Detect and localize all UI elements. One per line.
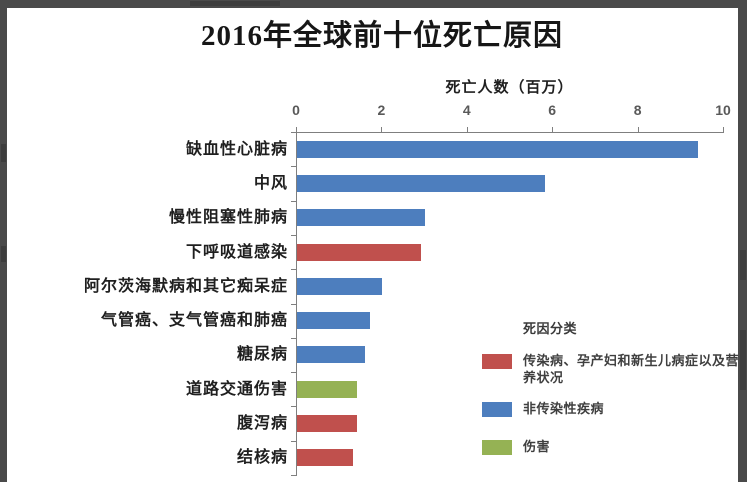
y-tick-mark: [291, 304, 297, 305]
y-axis-line: [296, 132, 297, 475]
y-tick-mark: [291, 201, 297, 202]
category-label: 糖尿病: [236, 346, 288, 363]
legend-label: 伤害: [523, 439, 551, 454]
category-label: 下呼吸道感染: [185, 244, 288, 261]
legend-label: 非传染性疾病: [523, 401, 605, 416]
x-tick-mark: [552, 127, 553, 133]
y-tick-mark: [291, 132, 297, 133]
y-tick-mark: [291, 372, 297, 373]
y-tick-mark: [291, 235, 297, 236]
x-tick-label: 8: [633, 102, 642, 118]
category-label: 中风: [253, 175, 288, 192]
y-tick-mark: [291, 166, 297, 167]
legend-swatch-cmnn: [482, 354, 512, 369]
x-tick-label: 2: [377, 102, 386, 118]
bar-糖尿病: [297, 346, 365, 363]
legend-swatch-ncd: [482, 402, 512, 417]
x-tick-label: 4: [462, 102, 471, 118]
edge-artifact: [1, 144, 6, 162]
y-tick-mark: [291, 269, 297, 270]
edge-artifact: [1, 246, 6, 262]
category-label: 结核病: [236, 449, 288, 466]
category-label: 腹泻病: [236, 415, 288, 432]
bar-腹泻病: [297, 415, 357, 432]
bar-气管癌、支气管癌和肺癌: [297, 312, 370, 329]
x-tick-mark: [296, 127, 297, 133]
y-tick-mark: [291, 338, 297, 339]
bar-中风: [297, 175, 545, 192]
x-tick-mark: [723, 127, 724, 133]
bar-慢性阻塞性肺病: [297, 209, 425, 226]
y-tick-mark: [291, 475, 297, 476]
x-tick-label: 6: [548, 102, 557, 118]
category-label: 阿尔茨海默病和其它痴呆症: [83, 278, 288, 295]
bar-结核病: [297, 449, 353, 466]
y-tick-mark: [291, 441, 297, 442]
page-edge-left: [0, 0, 7, 482]
legend-label: 传染病、孕产妇和新生儿病症以及营养状况: [523, 353, 740, 385]
x-tick-label: 10: [715, 102, 731, 118]
legend-swatch-injury: [482, 440, 512, 455]
page-edge-top: [0, 0, 747, 8]
chart-title: 2016年全球前十位死亡原因: [200, 20, 563, 52]
bar-下呼吸道感染: [297, 244, 421, 261]
category-label: 道路交通伤害: [185, 381, 288, 398]
x-axis-line: [296, 132, 724, 133]
page-edge-right: [738, 0, 747, 482]
x-tick-mark: [638, 127, 639, 133]
edge-artifact: [740, 330, 746, 390]
edge-artifact: [740, 250, 746, 280]
category-label: 缺血性心脏病: [185, 141, 288, 158]
category-label: 慢性阻塞性肺病: [168, 209, 288, 226]
bar-阿尔茨海默病和其它痴呆症: [297, 278, 382, 295]
legend-title: 死因分类: [523, 321, 578, 336]
bar-缺血性心脏病: [297, 141, 698, 158]
y-tick-mark: [291, 406, 297, 407]
category-label: 气管癌、支气管癌和肺癌: [100, 312, 288, 329]
edge-artifact: [190, 1, 280, 6]
x-tick-mark: [381, 127, 382, 133]
bar-道路交通伤害: [297, 381, 357, 398]
x-tick-label: 0: [292, 102, 300, 118]
x-tick-mark: [467, 127, 468, 133]
x-axis-title: 死亡人数（百万）: [445, 79, 574, 96]
